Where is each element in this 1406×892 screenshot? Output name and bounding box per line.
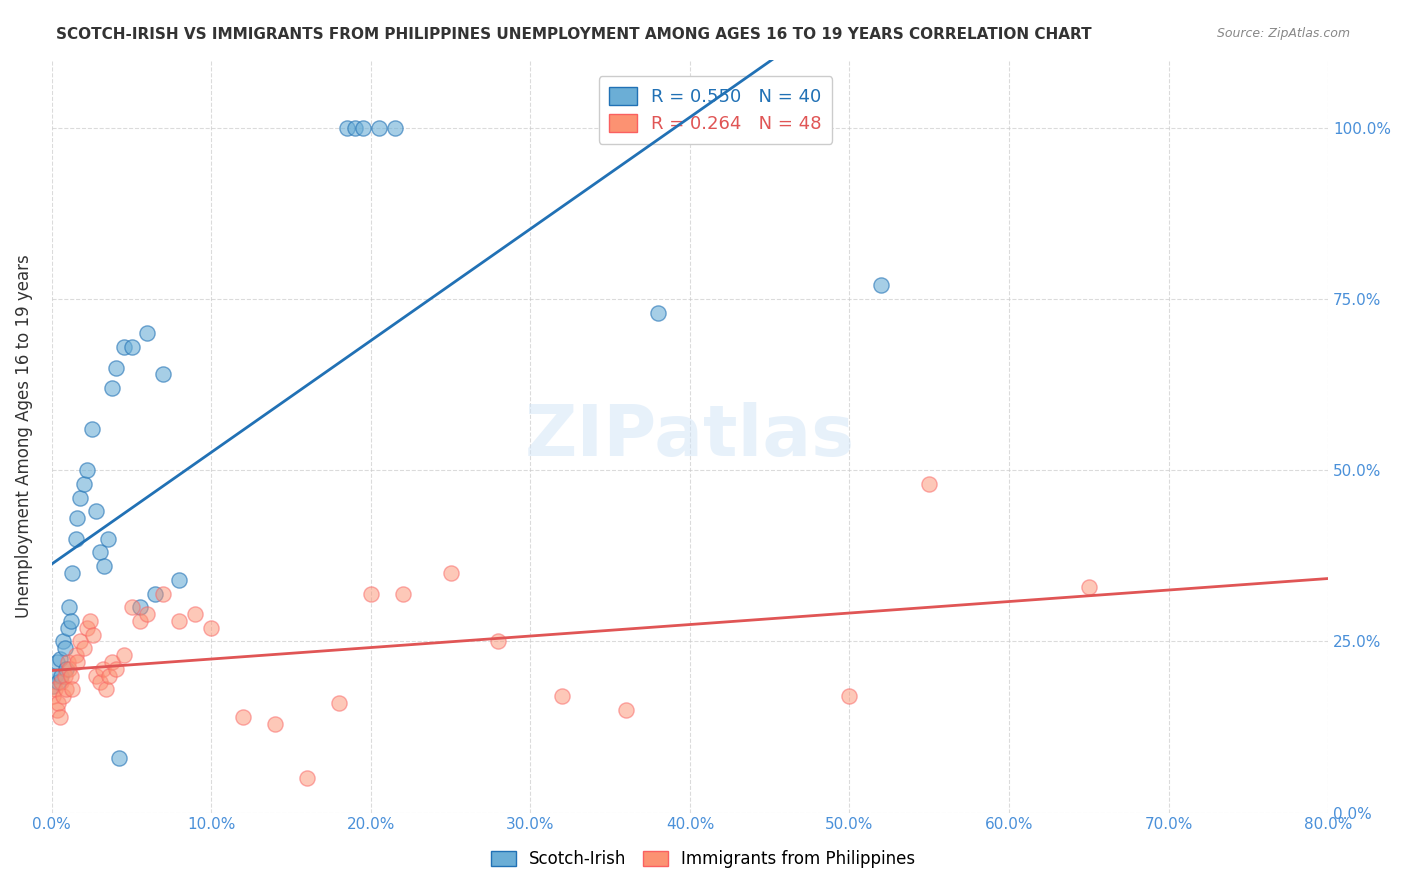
Point bbox=[76, 463, 98, 477]
Point bbox=[101, 655, 124, 669]
Point bbox=[352, 121, 374, 136]
Y-axis label: Unemployment Among Ages 16 to 19 years: Unemployment Among Ages 16 to 19 years bbox=[15, 254, 32, 618]
Point bbox=[169, 573, 191, 587]
Point bbox=[66, 655, 89, 669]
Point bbox=[107, 751, 129, 765]
Point bbox=[73, 641, 96, 656]
Legend: Scotch-Irish, Immigrants from Philippines: Scotch-Irish, Immigrants from Philippine… bbox=[484, 844, 922, 875]
Text: ZIPatlas: ZIPatlas bbox=[524, 401, 855, 471]
Point bbox=[45, 703, 67, 717]
Point bbox=[94, 682, 117, 697]
Point bbox=[112, 340, 135, 354]
Point bbox=[551, 689, 574, 703]
Point bbox=[42, 679, 65, 693]
Point bbox=[65, 532, 87, 546]
Point bbox=[69, 491, 91, 505]
Point bbox=[1077, 580, 1099, 594]
Point bbox=[62, 566, 84, 580]
Point bbox=[76, 621, 98, 635]
Point bbox=[104, 662, 127, 676]
Point bbox=[384, 121, 406, 136]
Point bbox=[336, 121, 359, 136]
Point bbox=[51, 668, 73, 682]
Point bbox=[79, 614, 101, 628]
Point bbox=[53, 668, 76, 682]
Point bbox=[82, 627, 104, 641]
Point bbox=[136, 326, 159, 341]
Point bbox=[918, 477, 941, 491]
Point bbox=[53, 641, 76, 656]
Point bbox=[52, 689, 75, 703]
Point bbox=[614, 703, 637, 717]
Point bbox=[69, 634, 91, 648]
Point bbox=[98, 668, 121, 682]
Point bbox=[184, 607, 207, 621]
Point bbox=[73, 477, 96, 491]
Point bbox=[647, 306, 669, 320]
Point bbox=[360, 586, 382, 600]
Point bbox=[65, 648, 87, 662]
Point bbox=[91, 662, 114, 676]
Point bbox=[121, 600, 143, 615]
Point bbox=[59, 668, 82, 682]
Point bbox=[89, 675, 111, 690]
Point bbox=[80, 422, 103, 436]
Point bbox=[169, 614, 191, 628]
Point bbox=[295, 772, 318, 786]
Point bbox=[93, 559, 115, 574]
Point bbox=[46, 696, 69, 710]
Point bbox=[56, 621, 79, 635]
Point bbox=[48, 709, 70, 723]
Point bbox=[46, 675, 69, 690]
Point bbox=[45, 655, 67, 669]
Point bbox=[44, 682, 66, 697]
Point bbox=[439, 566, 461, 580]
Point bbox=[128, 600, 150, 615]
Point bbox=[128, 614, 150, 628]
Point bbox=[97, 532, 120, 546]
Point bbox=[55, 682, 77, 697]
Point bbox=[48, 651, 70, 665]
Legend: R = 0.550   N = 40, R = 0.264   N = 48: R = 0.550 N = 40, R = 0.264 N = 48 bbox=[599, 76, 832, 144]
Point bbox=[328, 696, 350, 710]
Point bbox=[89, 545, 111, 559]
Point bbox=[52, 634, 75, 648]
Text: Source: ZipAtlas.com: Source: ZipAtlas.com bbox=[1216, 27, 1350, 40]
Point bbox=[200, 621, 222, 635]
Point bbox=[44, 668, 66, 682]
Point bbox=[136, 607, 159, 621]
Point bbox=[58, 662, 80, 676]
Point bbox=[232, 709, 254, 723]
Point bbox=[86, 668, 108, 682]
Point bbox=[56, 655, 79, 669]
Point bbox=[152, 368, 174, 382]
Point bbox=[112, 648, 135, 662]
Point bbox=[145, 586, 167, 600]
Point bbox=[66, 511, 89, 525]
Point bbox=[488, 634, 510, 648]
Point bbox=[104, 360, 127, 375]
Point bbox=[152, 586, 174, 600]
Text: SCOTCH-IRISH VS IMMIGRANTS FROM PHILIPPINES UNEMPLOYMENT AMONG AGES 16 TO 19 YEA: SCOTCH-IRISH VS IMMIGRANTS FROM PHILIPPI… bbox=[56, 27, 1092, 42]
Point bbox=[42, 689, 65, 703]
Point bbox=[51, 675, 73, 690]
Point bbox=[59, 614, 82, 628]
Point bbox=[55, 662, 77, 676]
Point bbox=[343, 121, 366, 136]
Point bbox=[870, 278, 893, 293]
Point bbox=[101, 381, 124, 395]
Point bbox=[62, 682, 84, 697]
Point bbox=[264, 716, 287, 731]
Point bbox=[391, 586, 413, 600]
Point bbox=[86, 504, 108, 518]
Point bbox=[58, 600, 80, 615]
Point bbox=[367, 121, 389, 136]
Point bbox=[838, 689, 860, 703]
Point bbox=[121, 340, 143, 354]
